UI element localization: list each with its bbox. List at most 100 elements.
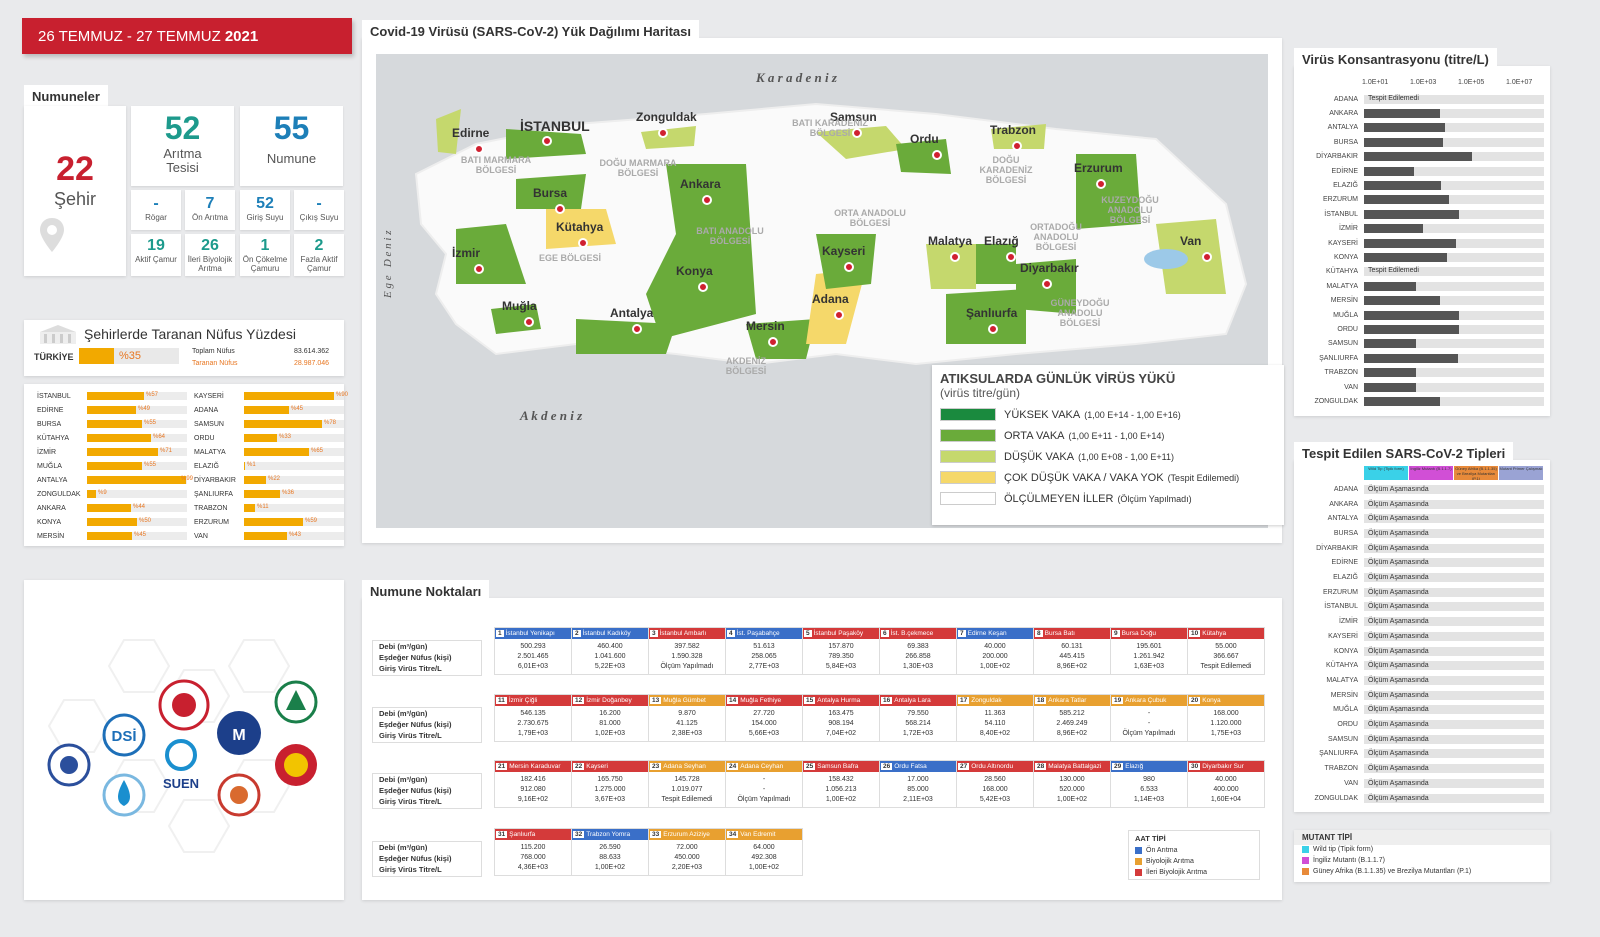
population-city: TRABZON [194,504,228,512]
sars-row: İZMİR Ölçüm Aşamasında [1302,614,1544,629]
sampling-population: 1.056.213 [825,786,857,793]
conc-row: KÜTAHYA Tespit Edilemedi [1302,265,1544,279]
sampling-point-name: Ankara Çubuk [1125,697,1167,704]
sampling-point: 29 Elazığ 980 6.533 1,14E+03 [1110,760,1188,808]
conc-bar [1364,123,1445,133]
sampling-flow: 16.200 [599,710,621,717]
aat-swatch [1135,847,1142,854]
conc-row: MUĞLA [1302,308,1544,322]
conc-track [1364,123,1544,133]
sampling-titre: Tespit Edilemedi [1200,663,1252,670]
city-count: 22 [56,150,94,188]
sampling-title: Numune Noktaları [362,580,490,603]
sampling-point: 27 Ordu Altınordu 28.560 168.000 5,42E+03 [956,760,1034,808]
sampling-titre: Ölçüm Yapılmadı [1122,730,1176,737]
sampling-population: 366.667 [1213,653,1239,660]
sampling-point: 12 İzmir Doğanbey 16.200 81.000 1,02E+03 [571,694,649,742]
sampling-point-number: 30 [1189,763,1201,770]
aat-item: Biyolojik Arıtma [1135,856,1207,867]
sampling-population: 2.501.465 [517,653,549,660]
sars-city: TRABZON [1324,765,1358,773]
sampling-point-number: 22 [573,763,585,770]
sampling-population: 400.000 [1213,786,1239,793]
sars-status: Ölçüm Aşamasında [1364,543,1544,553]
sampling-point-name: Ordu Fatsa [894,763,927,770]
sars-city: VAN [1344,779,1358,787]
sampling-point-number: 21 [496,763,508,770]
population-city: ELAZIĞ [194,462,219,470]
sampling-flow: 980 [1143,776,1155,783]
population-track: %71 [87,448,187,456]
sample-card: 55 Numune [240,106,343,186]
sampling-population: 81.000 [599,720,621,727]
sampling-population: 568.214 [905,720,931,727]
sampling-point: 16 Antalya Lara 79.550 568.214 1,72E+03 [879,694,957,742]
sampling-point: 23 Adana Seyhan 145.728 1.019.077 Tespit Edi… [648,760,726,808]
sampling-population: 200.000 [982,653,1008,660]
sampling-titre: 1,00E+02 [825,796,857,803]
sampling-point: 5 İstanbul Paşaköy 157.870 789.350 5,84E+03 [802,627,880,675]
sars-city: DİYARBAKIR [1316,544,1358,552]
sampling-point-name: Bursa Doğu [1121,630,1156,637]
conc-tick-label: 1.0E+07 [1506,79,1533,86]
population-track: %43 [244,532,344,540]
city-marker-icon [702,195,712,205]
sampling-point-number: 4 [727,630,735,637]
map-region-label: DOĞU MARMARA BÖLGESİ [599,158,677,178]
conc-row: ZONGULDAK [1302,394,1544,408]
city-count-card: 22 Şehir [24,106,126,276]
sampling-flow: 546.135 [520,710,546,717]
sampling-point-number: 19 [1112,697,1124,704]
sampling-point-name: Erzurum Aziziye [663,831,710,838]
sampling-point: 31 Şanlıurfa 115.200 768.000 4,36E+03 [494,828,572,876]
sampling-flow: 17.000 [907,776,929,783]
sampling-titre: 5,66E+03 [748,730,780,737]
sars-col-header: Wild Tip (Tipik form) [1364,466,1408,480]
sampling-point-number: 2 [573,630,581,637]
sampling-population: 1.120.000 [1210,720,1242,727]
map-city-label: Adana [812,292,849,306]
sars-row: DİYARBAKIR Ölçüm Aşamasında [1302,541,1544,556]
sampling-point-number: 14 [727,697,739,704]
sampling-flow: 55.000 [1215,643,1237,650]
population-city: ADANA [194,406,219,414]
sample-count: 55 [273,110,310,146]
stat-card: - Rögar [131,190,181,230]
conc-track [1364,310,1544,320]
population-bar [87,532,132,540]
sampling-titre: 8,96E+02 [1056,663,1088,670]
population-bar [87,392,144,400]
sampling-flow: 182.416 [520,776,546,783]
sampling-point-number: 27 [958,763,970,770]
population-track: %78 [244,420,344,428]
city-marker-icon [950,252,960,262]
legend-swatch [940,471,996,484]
sars-status: Ölçüm Aşamasında [1364,661,1544,671]
sampling-flow: 27.720 [753,710,775,717]
conc-track [1364,382,1544,392]
stat-value: 19 [147,237,165,254]
sea-label-west: E g e D e n i z [382,230,394,298]
sampling-titre: 1,79E+03 [517,730,549,737]
aat-label: Biyolojik Arıtma [1146,858,1194,865]
legend-item: ÇOK DÜŞÜK VAKA / VAKA YOK (Tespit Edileme… [940,467,1276,488]
sampling-point-header: 10 Kütahya [1188,628,1264,639]
sampling-point-header: 18 Ankara Tatlar [1034,695,1110,706]
legend-swatch [940,450,996,463]
sampling-point-name: Kayseri [586,763,608,770]
stat-card: 52 Giriş Suyu [240,190,290,230]
sampling-point-number: 10 [1189,630,1201,637]
population-pct: %22 [268,476,281,482]
sampling-point: 6 İst. B.çekmece 69.383 266.858 1,30E+03 [879,627,957,675]
sampling-titre: Ölçüm Yapılmadı [737,796,791,803]
sampling-point-name: Ankara Tatlar [1048,697,1087,704]
conc-row: ORDU [1302,322,1544,336]
conc-row: VAN [1302,380,1544,394]
sars-city: İZMİR [1338,618,1358,626]
stat-card: 7 Ön Arıtma [185,190,235,230]
population-pct: %11 [257,504,269,510]
population-row: İSTANBUL %57 [37,390,187,402]
sampling-point-number: 33 [650,831,662,838]
sampling-flow: 500.293 [520,643,546,650]
map-region-label: BATI MARMARA BÖLGESİ [460,155,532,175]
